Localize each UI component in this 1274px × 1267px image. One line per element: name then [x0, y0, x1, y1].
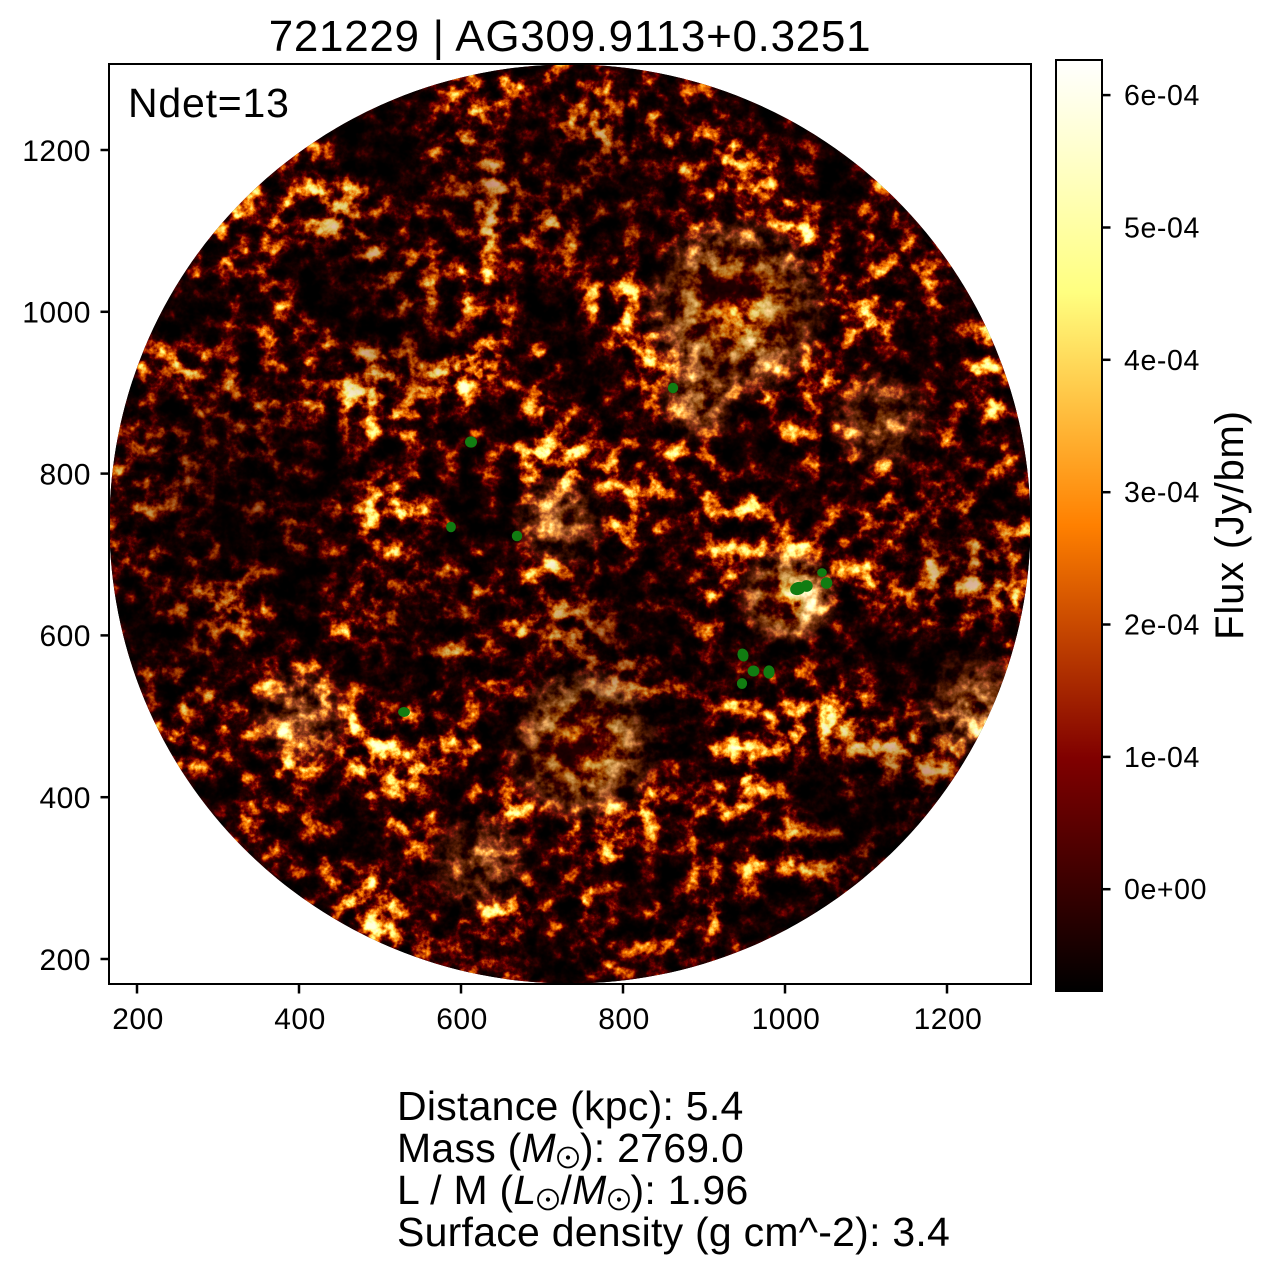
svg-text:800: 800 [39, 458, 91, 491]
svg-text:200: 200 [112, 1003, 164, 1036]
svg-text:400: 400 [274, 1003, 326, 1036]
svg-text:600: 600 [39, 620, 91, 653]
svg-text:6e-04: 6e-04 [1124, 80, 1200, 112]
svg-text:200: 200 [39, 944, 91, 977]
svg-text:3e-04: 3e-04 [1124, 477, 1200, 509]
svg-text:Flux (Jy/bm): Flux (Jy/bm) [1208, 410, 1252, 640]
svg-text:400: 400 [39, 782, 91, 815]
svg-text:1e-04: 1e-04 [1124, 742, 1200, 774]
svg-text:1200: 1200 [914, 1003, 983, 1036]
svg-text:600: 600 [436, 1003, 488, 1036]
svg-text:1000: 1000 [752, 1003, 821, 1036]
svg-text:4e-04: 4e-04 [1124, 345, 1200, 377]
svg-text:2e-04: 2e-04 [1124, 610, 1200, 642]
svg-text:5e-04: 5e-04 [1124, 213, 1200, 245]
svg-text:0e+00: 0e+00 [1124, 874, 1207, 906]
svg-text:1000: 1000 [22, 297, 91, 330]
svg-text:1200: 1200 [22, 135, 91, 168]
svg-text:800: 800 [598, 1003, 650, 1036]
